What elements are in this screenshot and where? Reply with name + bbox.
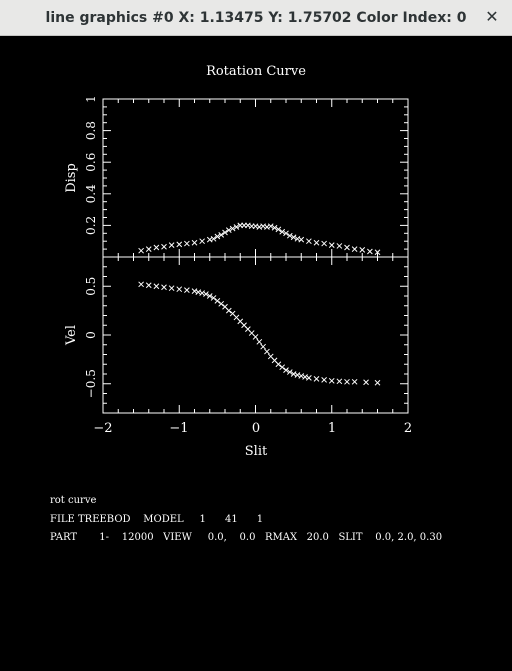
- disp-data-point: [214, 233, 221, 240]
- vel-data-point: [176, 286, 183, 293]
- vel-data-point: [363, 379, 369, 386]
- xtick-label-0: 0: [252, 421, 260, 436]
- disp-data-point: [283, 230, 289, 237]
- disp-data-point: [374, 249, 381, 256]
- vel-data-point: [286, 369, 293, 375]
- disp-data-point: [161, 243, 167, 250]
- axis-ticks: [102, 98, 409, 414]
- disp-data-point: [184, 240, 190, 247]
- vel-data-point: [283, 367, 289, 373]
- disp-data-point: [225, 227, 232, 233]
- info-line-3: PART 1- 12000 VIEW 0.0, 0.0 RMAX 20.0 SL…: [50, 532, 442, 543]
- vel-axis-label: Vel: [64, 325, 79, 346]
- disp-data-point: [229, 225, 236, 232]
- vel-data-point: [161, 284, 167, 291]
- disp-data-point: [321, 240, 327, 247]
- close-icon[interactable]: ✕: [485, 7, 499, 26]
- vel-data-point: [153, 283, 160, 290]
- vel-data-point: [279, 364, 286, 371]
- disp-data-point: [145, 246, 152, 252]
- vel-data-point: [351, 378, 358, 385]
- disp-data-point: [306, 238, 312, 245]
- vel-data-point: [252, 334, 259, 340]
- vel-data-point: [321, 376, 327, 383]
- x-axis-label: Slit: [245, 444, 268, 459]
- vel-data-point: [264, 348, 270, 355]
- xtick-label-neg2: −2: [93, 421, 112, 436]
- disp-data-point: [328, 242, 335, 249]
- disp-data-point: [351, 246, 358, 252]
- vel-data-point: [336, 378, 343, 385]
- disp-axis-label: Disp: [64, 163, 79, 193]
- info-line-2: FILE TREEBOD MODEL 1 41 1: [50, 514, 263, 525]
- disp-data-point: [275, 226, 282, 233]
- disp-data-point: [218, 232, 225, 238]
- xtick-label-neg1: −1: [169, 421, 188, 436]
- disp-data-point: [290, 234, 297, 241]
- vel-data-point: [306, 375, 312, 381]
- vel-data-point: [145, 282, 152, 289]
- disp-data-point: [222, 229, 228, 236]
- vel-data-point: [203, 291, 209, 297]
- disp-data-point: [344, 244, 350, 251]
- vel-data-point: [374, 379, 381, 386]
- disp-data-point: [176, 241, 183, 248]
- disp-data-point: [286, 232, 293, 239]
- xtick-label-2: 2: [404, 421, 412, 436]
- vel-data-point: [210, 295, 217, 301]
- vel-data-point: [214, 298, 221, 304]
- top-panel-frame: [102, 98, 409, 258]
- vel-data-point: [138, 281, 144, 288]
- disp-ytick-label: 1: [84, 95, 98, 103]
- vel-ytick-label: −0.5: [84, 369, 98, 398]
- vel-data-point: [344, 378, 350, 385]
- disp-data-point: [191, 239, 198, 246]
- vel-data-point: [184, 287, 190, 294]
- disp-data-point: [267, 223, 274, 230]
- disp-data-point: [313, 239, 320, 246]
- vel-data-point: [206, 293, 213, 299]
- bottom-panel-frame: [102, 256, 409, 414]
- info-line-1: rot curve: [50, 495, 96, 506]
- graphics-canvas[interactable]: Rotation Curve 0.2 0.4 0.6 0.8 1 −0.5 0 0.5 Di…: [0, 37, 512, 667]
- vel-data-point: [260, 343, 266, 350]
- disp-data-point: [210, 235, 217, 242]
- window-title: line graphics #0 X: 1.13475 Y: 1.75702 C…: [45, 10, 467, 26]
- vel-data-point: [168, 285, 175, 292]
- vel-ytick-label: 0.5: [84, 277, 98, 296]
- disp-ytick-label: 0.8: [84, 121, 98, 140]
- rotation-curve-plot: Rotation Curve 0.2 0.4 0.6 0.8 1 −0.5 0 0.5 Di…: [50, 64, 442, 543]
- disp-data-point: [153, 244, 160, 251]
- vel-data-point: [275, 361, 282, 368]
- xtick-label-1: 1: [328, 421, 336, 436]
- disp-data-point: [279, 228, 286, 235]
- disp-data-point: [233, 224, 240, 230]
- disp-series: [138, 222, 381, 256]
- disp-data-point: [168, 242, 175, 249]
- window-titlebar[interactable]: line graphics #0 X: 1.13475 Y: 1.75702 C…: [0, 0, 512, 36]
- disp-ytick-label: 0.2: [84, 216, 98, 235]
- disp-data-point: [271, 224, 278, 231]
- disp-data-point: [199, 238, 205, 245]
- disp-data-point: [298, 236, 305, 243]
- disp-data-point: [359, 247, 366, 253]
- vel-data-point: [256, 338, 263, 345]
- vel-series: [138, 281, 381, 386]
- disp-ytick-label: 0.4: [84, 184, 98, 203]
- vel-data-point: [313, 376, 320, 382]
- disp-data-point: [367, 248, 373, 255]
- chart-title: Rotation Curve: [206, 64, 306, 79]
- vel-data-point: [218, 300, 225, 307]
- disp-data-point: [336, 243, 343, 249]
- disp-data-point: [138, 247, 144, 254]
- vel-data-point: [225, 307, 232, 314]
- vel-data-point: [328, 377, 335, 384]
- vel-ytick-label: 0: [84, 331, 98, 339]
- disp-ytick-label: 0.6: [84, 153, 98, 172]
